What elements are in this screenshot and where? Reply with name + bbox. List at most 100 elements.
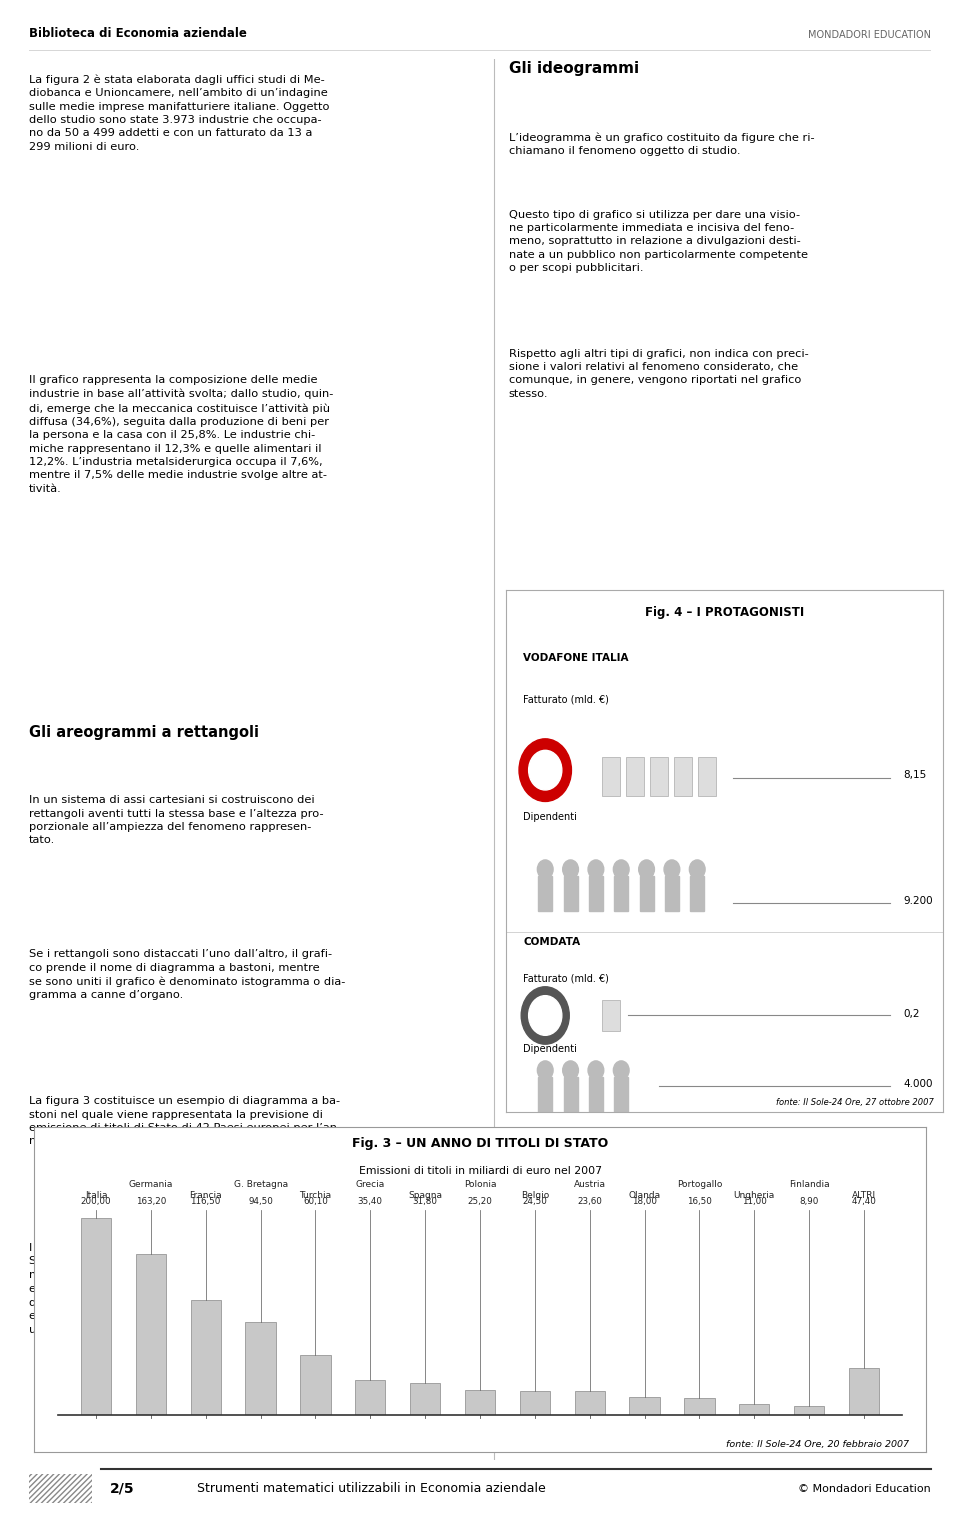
Text: Francia: Francia [189,1191,222,1200]
Bar [355,1380,385,1415]
Circle shape [588,1061,604,1080]
Text: 2/5: 2/5 [110,1481,134,1496]
Circle shape [519,738,571,802]
Text: La figura 3 costituisce un esempio di diagramma a ba-
stoni nel quale viene rapp: La figura 3 costituisce un esempio di di… [29,1095,341,1147]
Circle shape [613,859,629,879]
Bar [588,876,603,911]
Bar [794,1406,825,1415]
Bar [665,876,679,911]
Text: Il grafico rappresenta la composizione delle medie
industrie in base all’attivit: Il grafico rappresenta la composizione d… [29,375,333,493]
Text: © Mondadori Education: © Mondadori Education [799,1484,931,1493]
Bar [849,1368,879,1415]
Bar [602,756,620,796]
Bar [465,1390,495,1415]
Bar [539,1077,552,1112]
Text: I rettangoli, tutti della stessa base, indicano i singoli
Stati, mentre l’altezz: I rettangoli, tutti della stessa base, i… [29,1244,335,1334]
Bar [739,1404,769,1415]
Text: 23,60: 23,60 [577,1197,602,1206]
Text: Gli areogrammi a rettangoli: Gli areogrammi a rettangoli [29,725,259,740]
Text: G. Bretagna: G. Bretagna [233,1180,288,1189]
Circle shape [529,750,562,790]
Bar [626,756,644,796]
Text: La figura 2 è stata elaborata dagli uffici studi di Me-
diobanca e Unioncamere, : La figura 2 è stata elaborata dagli uffi… [29,74,329,151]
Text: Fig. 4 – I PROTAGONISTI: Fig. 4 – I PROTAGONISTI [645,605,804,619]
Text: Dipendenti: Dipendenti [523,1044,577,1055]
Text: Questo tipo di grafico si utilizza per dare una visio-
ne particolarmente immedi: Questo tipo di grafico si utilizza per d… [509,210,807,274]
Text: Dipendenti: Dipendenti [523,812,577,822]
Circle shape [563,859,579,879]
Circle shape [588,859,604,879]
Circle shape [689,859,705,879]
Text: Italia: Italia [84,1191,108,1200]
Text: 18,00: 18,00 [632,1197,657,1206]
Bar [539,876,552,911]
Text: Germania: Germania [129,1180,173,1189]
Text: 60,10: 60,10 [303,1197,328,1206]
Circle shape [563,1061,579,1080]
Text: 116,50: 116,50 [190,1197,221,1206]
Bar [29,1474,92,1504]
Bar [630,1396,660,1415]
Text: Se i rettangoli sono distaccati l’uno dall’altro, il grafi-
co prende il nome di: Se i rettangoli sono distaccati l’uno da… [29,949,346,1000]
Text: Austria: Austria [574,1180,606,1189]
Bar [81,1218,111,1415]
Text: 8,90: 8,90 [800,1197,819,1206]
Text: Fatturato (mld. €): Fatturato (mld. €) [523,974,610,983]
Text: 0,2: 0,2 [903,1009,920,1018]
Bar [650,756,668,796]
Text: fonte: Il Sole-24 Ore, 20 febbraio 2007: fonte: Il Sole-24 Ore, 20 febbraio 2007 [726,1440,908,1449]
Text: 4.000: 4.000 [903,1079,933,1089]
Text: 163,20: 163,20 [135,1197,166,1206]
Bar [614,876,628,911]
Text: Polonia: Polonia [464,1180,496,1189]
Circle shape [529,996,562,1035]
Bar [674,756,692,796]
Text: Ungheria: Ungheria [733,1191,775,1200]
Text: Turchia: Turchia [300,1191,331,1200]
Bar [246,1321,276,1415]
Circle shape [538,859,553,879]
Bar [684,1398,714,1415]
Text: 200,00: 200,00 [81,1197,111,1206]
Text: COMDATA: COMDATA [523,937,581,947]
Text: Portogallo: Portogallo [677,1180,722,1189]
Text: Grecia: Grecia [355,1180,385,1189]
Text: 94,50: 94,50 [248,1197,273,1206]
Text: L’ideogramma è un grafico costituito da figure che ri-
chiamano il fenomeno ogge: L’ideogramma è un grafico costituito da … [509,133,814,156]
Text: 25,20: 25,20 [468,1197,492,1206]
Bar [519,1390,550,1415]
Bar [564,876,578,911]
Text: Finlandia: Finlandia [789,1180,829,1189]
Bar [690,876,705,911]
Text: 35,40: 35,40 [358,1197,383,1206]
Text: ALTRI: ALTRI [852,1191,876,1200]
Text: 11,00: 11,00 [742,1197,767,1206]
Bar [410,1383,441,1415]
Bar [575,1392,605,1415]
Text: MONDADORI EDUCATION: MONDADORI EDUCATION [808,30,931,39]
Text: 8,15: 8,15 [903,770,926,781]
Bar [602,1000,620,1032]
Bar [588,1077,603,1112]
Circle shape [664,859,680,879]
Text: Fatturato (mld. €): Fatturato (mld. €) [523,694,610,705]
Text: fonte: Il Sole-24 Ore, 27 ottobre 2007: fonte: Il Sole-24 Ore, 27 ottobre 2007 [776,1098,934,1108]
Circle shape [638,859,655,879]
Bar [639,876,654,911]
Text: Fig. 3 – UN ANNO DI TITOLI DI STATO: Fig. 3 – UN ANNO DI TITOLI DI STATO [352,1136,608,1150]
Text: 9.200: 9.200 [903,896,933,906]
Text: Belgio: Belgio [520,1191,549,1200]
Text: In un sistema di assi cartesiani si costruiscono dei
rettangoli aventi tutti la : In un sistema di assi cartesiani si cost… [29,796,324,846]
Text: Spagna: Spagna [408,1191,443,1200]
Text: 31,80: 31,80 [413,1197,438,1206]
Bar [614,1077,628,1112]
Circle shape [613,1061,629,1080]
Bar [135,1254,166,1415]
Circle shape [538,1061,553,1080]
Text: VODAFONE ITALIA: VODAFONE ITALIA [523,652,629,663]
Text: Olanda: Olanda [629,1191,660,1200]
Text: Biblioteca di Economia aziendale: Biblioteca di Economia aziendale [29,27,247,39]
Text: Gli ideogrammi: Gli ideogrammi [509,61,639,76]
Bar [698,756,716,796]
Text: 16,50: 16,50 [687,1197,712,1206]
